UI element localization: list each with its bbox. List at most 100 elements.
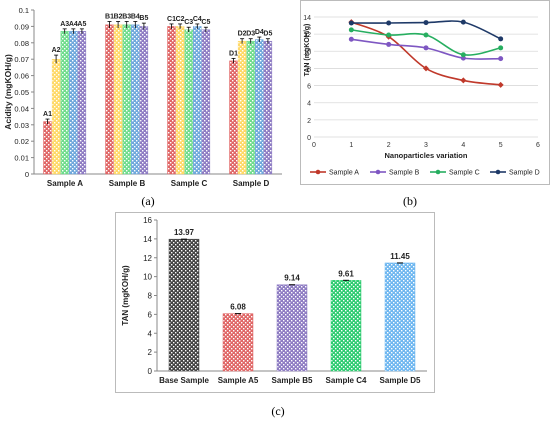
data-point: [497, 81, 504, 88]
x-axis-title: Nanoparticles variation: [385, 151, 468, 160]
y-tick-label: 12: [303, 32, 311, 39]
bar: [131, 24, 140, 175]
bar: [222, 313, 254, 372]
bar: [384, 262, 416, 372]
legend-label: Sample C: [449, 170, 480, 177]
data-label: B4: [131, 13, 140, 20]
bar: [43, 121, 52, 175]
y-tick-label: 8: [307, 66, 311, 73]
data-label: D5: [263, 31, 272, 38]
data-point: [460, 19, 466, 25]
x-tick-label: 4: [461, 142, 465, 149]
bar: [184, 29, 193, 175]
y-tick-label: 0.04: [14, 104, 29, 113]
y-tick-label: 0.1: [19, 6, 29, 15]
y-tick-label: 2: [148, 348, 153, 357]
data-label: D2: [238, 31, 247, 38]
bar: [175, 26, 185, 175]
data-point: [498, 36, 504, 42]
chart-panel-b: 0 2 4 6 8 10 12 14 0 1 2 3 4 5 6 Sample A Sample B Sample…: [300, 0, 550, 210]
data-label: 11.45: [390, 252, 410, 261]
chart-panel-c: 0 2 4 6 8 10 12 14 16 13.97 Base Sample 6.08 Sample …: [115, 212, 435, 421]
y-tick-label: 0.03: [14, 121, 29, 130]
legend-marker: [375, 169, 381, 175]
x-tick-label: Sample D5: [380, 376, 421, 385]
bar: [77, 31, 87, 175]
data-point: [460, 77, 467, 84]
y-axis-title: Acidity (mgKOH/g): [3, 54, 13, 130]
panel-label: (a): [141, 194, 154, 208]
data-label: A5: [77, 21, 86, 28]
data-point: [460, 55, 466, 61]
data-point: [348, 27, 354, 33]
y-tick-label: 6: [148, 310, 153, 319]
chart-panel-a: 0 0.01 0.02 0.03 0.04 0.05 0.06 0.07 0.08 0.09 0.1…: [0, 0, 290, 210]
bar: [255, 39, 264, 175]
x-tick-label: 1: [349, 142, 353, 149]
bar: [60, 31, 69, 175]
bar: [51, 59, 61, 175]
legend-label: Sample A: [329, 170, 359, 177]
data-label: C2: [176, 16, 185, 23]
x-tick-label: Sample D: [233, 179, 270, 188]
x-tick-label: Sample A5: [218, 376, 259, 385]
x-tick-label: Sample B5: [272, 376, 313, 385]
y-tick-label: 0: [148, 367, 153, 376]
bar: [168, 238, 200, 372]
y-tick-label: 4: [307, 101, 311, 108]
y-tick-label: 14: [303, 15, 311, 22]
y-tick-label: 0: [307, 135, 311, 142]
data-label: D4: [255, 29, 264, 36]
bar: [263, 40, 273, 175]
data-label: C5: [201, 19, 210, 26]
panel-label: (c): [271, 404, 284, 418]
x-tick-label: Sample B: [109, 179, 146, 188]
panel-label: (b): [403, 194, 417, 208]
y-tick-label: 12: [143, 254, 152, 263]
bar: [246, 40, 255, 175]
data-label: A4: [69, 21, 78, 28]
x-tick-label: Sample A: [47, 179, 83, 188]
data-label: C3: [184, 19, 193, 26]
data-point: [386, 32, 392, 38]
data-point: [423, 65, 429, 72]
x-tick-label: Sample C: [171, 179, 208, 188]
bar: [122, 24, 131, 175]
data-label: B5: [139, 15, 148, 22]
chart-frame: [300, 0, 550, 185]
y-tick-label: 0.07: [14, 55, 29, 64]
bar: [105, 24, 114, 175]
data-label: 13.97: [174, 228, 195, 237]
y-tick-label: 0: [25, 170, 29, 179]
y-axis-title: TAN (mgKOH/g): [121, 265, 130, 326]
data-label: A2: [52, 47, 61, 54]
y-tick-label: 0.02: [14, 137, 29, 146]
data-label: B1: [105, 13, 114, 20]
x-tick-label: 6: [536, 142, 540, 149]
y-tick-label: 0.05: [14, 88, 29, 97]
bar: [113, 24, 123, 175]
data-label: C1: [167, 16, 176, 23]
legend-label: Sample D: [509, 170, 540, 177]
bar: [330, 280, 362, 372]
data-label: 9.14: [284, 274, 300, 283]
data-label: D1: [229, 50, 238, 57]
y-tick-label: 14: [143, 235, 152, 244]
y-tick-label: 0.09: [14, 22, 29, 31]
acidity-bar-chart: 0 0.01 0.02 0.03 0.04 0.05 0.06 0.07 0.08 0.09 0.1…: [3, 6, 282, 208]
data-point: [498, 45, 504, 51]
tan-comparison-bar-chart: 0 2 4 6 8 10 12 14 16 13.97 Base Sample 6.08 Sample …: [115, 212, 435, 418]
y-tick-label: 4: [148, 329, 153, 338]
data-point: [348, 36, 354, 42]
y-tick-label: 0.01: [14, 154, 29, 163]
x-tick-label: 0: [312, 142, 316, 149]
data-point: [386, 20, 392, 26]
x-tick-label: Sample C4: [326, 376, 367, 385]
data-label: B2: [114, 13, 123, 20]
y-tick-label: 6: [307, 84, 311, 91]
y-tick-label: 8: [148, 292, 153, 301]
data-point: [348, 20, 354, 26]
x-tick-label: 5: [499, 142, 503, 149]
data-point: [460, 52, 466, 58]
